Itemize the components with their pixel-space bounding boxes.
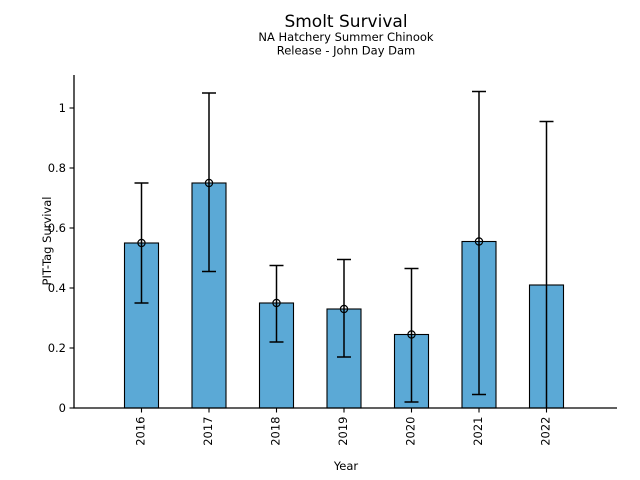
chart-subtitle-2: Release - John Day Dam <box>277 44 416 58</box>
y-tick-label: 0.8 <box>48 161 66 175</box>
x-tick-label: 2017 <box>201 417 215 446</box>
point-marker <box>339 304 349 314</box>
y-tick-label: 0.6 <box>48 221 66 235</box>
x-tick-label: 2016 <box>134 417 148 446</box>
point-marker <box>474 237 484 246</box>
y-axis-title: PIT-Tag Survival <box>40 197 54 286</box>
point-marker <box>407 330 416 339</box>
y-tick-label: 0 <box>59 401 66 415</box>
x-tick-label: 2018 <box>269 417 283 446</box>
plot-area: 0 0.2 0.4 0.6 0.8 1 2016 2017 2018 2019 2020 2021 20… <box>48 90 565 446</box>
y-tick-label: 0.4 <box>48 281 66 295</box>
y-tick-label: 1 <box>59 101 66 115</box>
point-marker <box>204 178 214 188</box>
x-tick-label: 2020 <box>404 417 418 446</box>
x-tick-label: 2022 <box>539 417 553 446</box>
x-axis-title: Year <box>333 459 359 473</box>
x-tick-label: 2021 <box>471 417 485 446</box>
x-tick-label: 2019 <box>336 417 350 446</box>
y-tick-label: 0.2 <box>48 341 66 355</box>
chart-subtitle-1: NA Hatchery Summer Chinook <box>258 30 434 44</box>
point-marker <box>272 298 281 308</box>
point-marker <box>137 238 146 248</box>
chart-title: Smolt Survival <box>284 12 407 32</box>
